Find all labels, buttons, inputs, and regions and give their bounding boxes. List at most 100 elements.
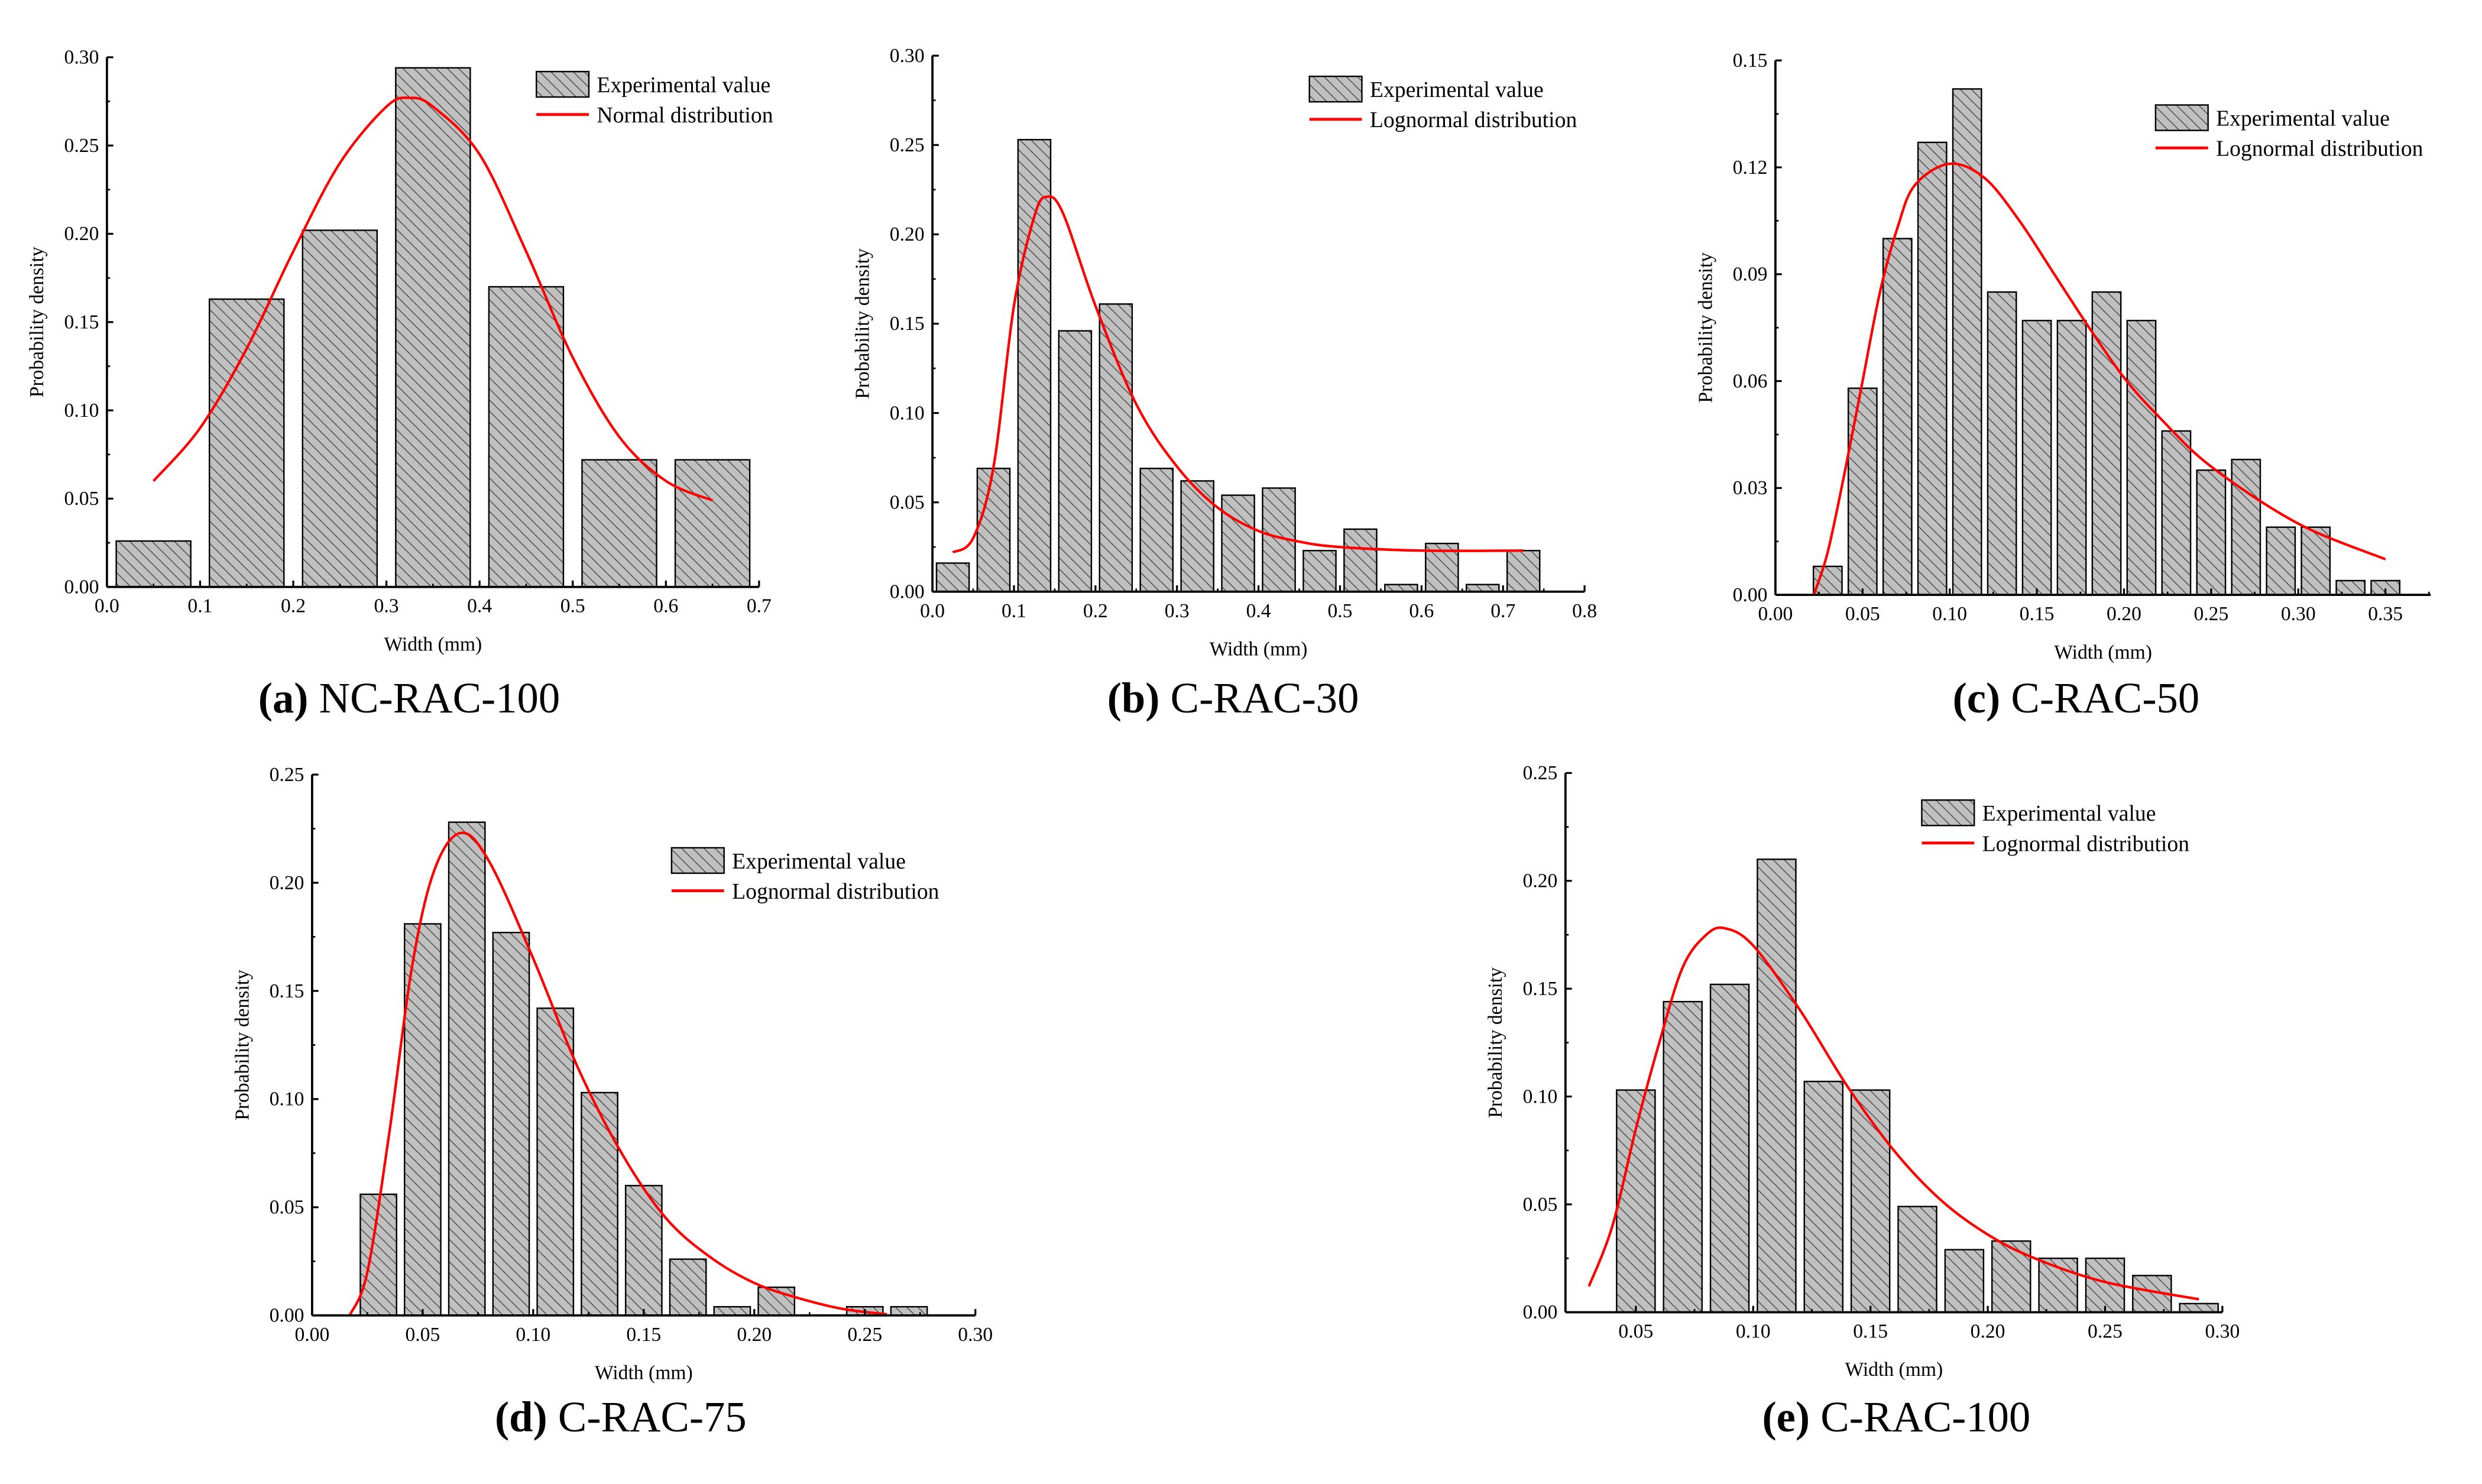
y-tick-label: 0.20 (64, 223, 99, 245)
x-tick-label: 0.5 (560, 595, 585, 617)
caption-space (1810, 1393, 1820, 1441)
histogram-bar (1917, 141, 1948, 596)
legend-bar-label: Experimental value (732, 849, 906, 874)
histogram-bar (713, 1305, 751, 1317)
histogram-bar (1058, 330, 1093, 592)
x-tick-label: 0.3 (1165, 600, 1190, 622)
y-tick-label: 0.20 (1523, 870, 1558, 892)
histogram-bar (2021, 319, 2052, 596)
y-tick-label: 0.25 (890, 134, 925, 156)
caption-name: NC-RAC-100 (319, 674, 560, 722)
caption-letter: (a) (258, 674, 309, 722)
histogram-bar (448, 821, 486, 1317)
x-tick-label: 0.05 (405, 1324, 440, 1346)
x-tick-label: 0.15 (2020, 603, 2055, 625)
x-tick-label: 0.00 (1758, 603, 1793, 625)
fit-curve (153, 96, 713, 502)
y-axis-label: Probability density (231, 970, 253, 1120)
x-axis-label: Width (mm) (595, 1362, 693, 1383)
x-tick-label: 0.25 (847, 1324, 882, 1346)
x-tick-label: 0.7 (1491, 600, 1515, 622)
x-tick-label: 0.4 (467, 595, 492, 617)
y-tick-label: 0.30 (890, 45, 925, 67)
histogram-bar (2196, 469, 2227, 596)
x-tick-label: 0.25 (2193, 603, 2228, 625)
y-tick-label: 0.00 (270, 1305, 304, 1327)
histogram-bar (208, 298, 285, 588)
x-tick-label: 0.0 (95, 595, 119, 617)
chart-caption: (b) C-RAC-30 (1107, 674, 1359, 722)
x-tick-label: 0.6 (1409, 600, 1434, 622)
y-axis-label: Probability density (851, 248, 873, 399)
histogram-bar (2056, 319, 2087, 596)
y-tick-label: 0.10 (270, 1088, 304, 1110)
chart-a: 0.00 0.05 0.10 0.15 0.20 0.25 0.30 0.0 0.1 0.2 0.3… (26, 47, 773, 722)
histogram-bar (2266, 526, 2296, 596)
x-tick-label: 0.30 (2281, 603, 2316, 625)
fit-curve (952, 195, 1524, 554)
x-axis-label: Width (mm) (384, 633, 482, 655)
legend-bar-swatch (670, 847, 725, 874)
histogram-bar (1882, 238, 1913, 596)
x-tick-label: 0.35 (2368, 603, 2403, 625)
histogram-bar (403, 923, 442, 1317)
caption-space (2000, 674, 2011, 722)
histogram-bar (581, 459, 657, 588)
x-tick-label: 0.2 (281, 595, 306, 617)
x-tick-label: 0.7 (747, 595, 772, 617)
x-tick-label: 0.20 (1971, 1320, 2005, 1342)
histogram-bar (1180, 480, 1214, 592)
histogram-bar (1850, 1089, 1891, 1313)
histogram-bar (669, 1258, 707, 1317)
histogram-bar (488, 286, 565, 588)
caption-space (1159, 674, 1170, 722)
caption-name: C-RAC-100 (1820, 1393, 2030, 1441)
histogram-bar (1506, 550, 1541, 592)
histogram-bar (1221, 494, 1255, 592)
y-tick-label: 0.05 (890, 491, 925, 513)
histogram-bar (1017, 138, 1052, 592)
x-tick-label: 0.30 (2205, 1320, 2240, 1342)
histogram-bar (674, 459, 751, 588)
x-axis-label: Width (mm) (2054, 641, 2152, 663)
y-tick-label: 0.15 (890, 313, 925, 335)
caption-space (309, 674, 319, 722)
chart-caption: (c) C-RAC-50 (1953, 674, 2200, 722)
y-tick-label: 0.25 (270, 764, 304, 786)
histogram-bar (1991, 1240, 2031, 1313)
histogram-bar (935, 562, 970, 592)
y-tick-label: 0.20 (890, 223, 925, 245)
histogram-bar (1302, 550, 1337, 592)
x-tick-label: 0.30 (958, 1324, 993, 1346)
chart-e: 0.00 0.05 0.10 0.15 0.20 0.25 0.05 0.10 0.15 0.20… (1485, 762, 2240, 1441)
y-tick-label: 0.10 (890, 402, 925, 424)
y-axis-label: Probability density (1694, 252, 1716, 403)
x-tick-label: 0.10 (516, 1324, 550, 1346)
histogram-bar (1847, 387, 1878, 596)
histogram-bar (1757, 858, 1797, 1313)
caption-space (547, 1393, 558, 1441)
legend-bar-swatch (536, 70, 590, 98)
y-tick-label: 0.05 (1523, 1194, 1558, 1216)
chart-b: 0.00 0.05 0.10 0.15 0.20 0.25 0.30 0.0 0.1 0.2 0.3… (851, 45, 1597, 722)
y-axis-label: Probability density (1485, 967, 1506, 1118)
histogram-bar (1944, 1249, 1985, 1313)
legend-bar-swatch (1308, 75, 1363, 103)
legend: Experimental value Lognormal distribution (1921, 799, 2189, 856)
caption-name: C-RAC-75 (558, 1393, 747, 1441)
y-tick-label: 0.15 (1523, 978, 1558, 1000)
histogram-bar (581, 1091, 618, 1317)
y-tick-label: 0.15 (270, 980, 304, 1002)
histogram-bar (492, 932, 530, 1317)
y-tick-label: 0.06 (1733, 370, 1768, 392)
histogram-bar (1897, 1206, 1937, 1313)
x-axis-label: Width (mm) (1845, 1359, 1943, 1381)
legend: Experimental value Lognormal distribution (1308, 75, 1577, 132)
histogram-bar (1343, 528, 1378, 592)
x-tick-label: 0.5 (1327, 600, 1352, 622)
y-tick-label: 0.00 (1733, 584, 1768, 606)
histogram-bar (1616, 1089, 1656, 1313)
histogram-bar (2038, 1258, 2078, 1313)
y-tick-label: 0.00 (64, 576, 99, 598)
